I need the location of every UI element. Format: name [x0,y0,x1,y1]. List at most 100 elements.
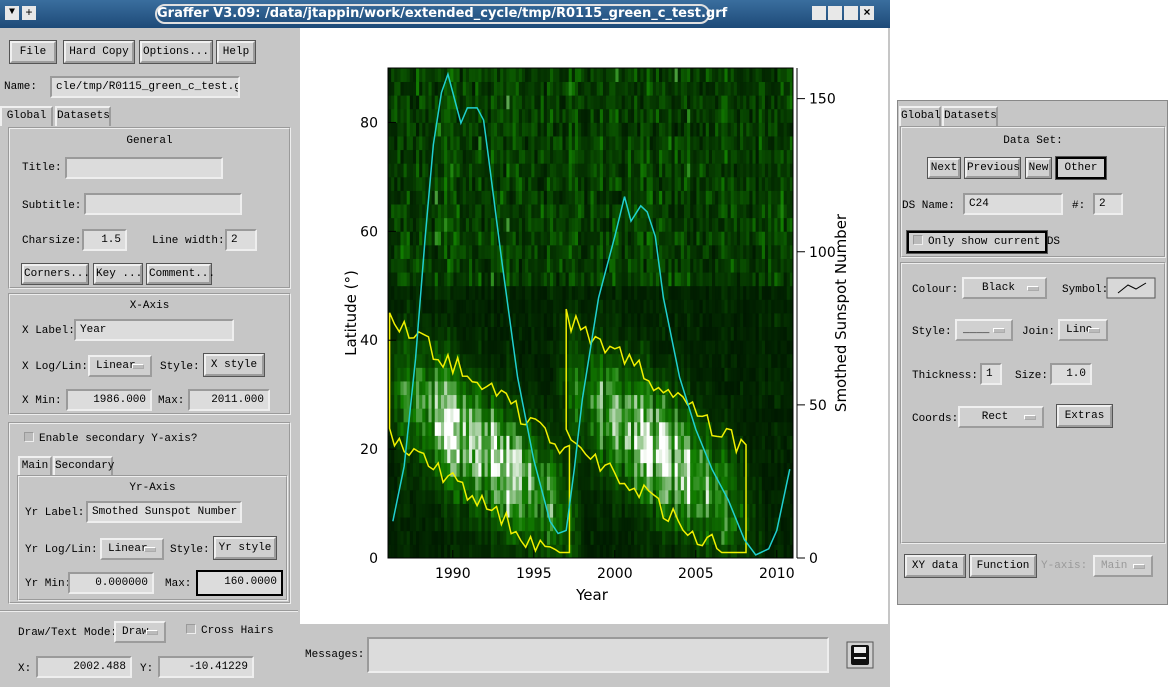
heatmap-cell [512,68,517,83]
heatmap-cell [497,503,501,518]
tab[interactable]: Secondary [53,456,114,476]
heatmap-cell [456,489,461,504]
heatmap-cell [646,489,651,504]
heatmap-cell [730,108,735,123]
heatmap-cell [487,176,492,191]
text-field[interactable]: Smothed Sunspot Number [86,501,242,523]
save-icon[interactable] [846,641,874,669]
text-field[interactable]: 2 [225,229,257,251]
symbol-button[interactable] [1106,277,1156,299]
text-field[interactable] [65,157,223,179]
text-field[interactable]: -10.41229 [158,656,254,678]
heatmap-cell [621,435,626,450]
heatmap-cell [425,272,429,287]
heatmap-cell [599,122,604,137]
button[interactable]: Yr style [214,537,276,559]
heatmap-cell [584,122,588,137]
text-field[interactable] [84,193,242,215]
tab[interactable]: Global [0,106,53,126]
heatmap-cell [702,204,707,219]
message-box[interactable] [367,637,829,673]
button[interactable]: Corners... [22,264,90,284]
button[interactable]: Key ... [94,264,142,284]
text-field[interactable]: 1986.000 [66,389,152,411]
heatmap-cell [634,435,638,450]
dropdown[interactable]: Linear [100,538,164,560]
heatmap-cell [531,462,535,477]
text-field[interactable]: 1 [980,363,1002,385]
button[interactable]: Next [928,158,960,178]
text-field[interactable]: 2002.488 [36,656,132,678]
heatmap-cell [727,108,732,123]
heatmap-cell [397,204,401,219]
menu-button[interactable]: Help [217,41,255,63]
tab[interactable]: Global [899,106,941,126]
text-field[interactable]: 2011.000 [188,389,270,411]
heatmap-cell [780,381,785,396]
menu-button[interactable]: Hard Copy [64,41,134,63]
heatmap-cell [406,190,411,205]
dropdown[interactable]: Linear [88,355,152,377]
close-button[interactable]: × [860,6,874,20]
tab[interactable]: Datasets [942,106,998,126]
minimize-button[interactable] [828,6,842,20]
heatmap-cell [596,108,601,123]
heatmap-cell [475,381,479,396]
button[interactable]: Comment... [147,264,215,284]
text-field[interactable]: cle/tmp/R0115_green_c_test.grf [50,76,240,98]
text-field[interactable]: 0.000000 [68,572,154,594]
heatmap-cell [403,381,408,396]
checkbox[interactable]: Cross Hairs [186,624,274,638]
heatmap-cell [649,476,654,491]
heatmap-cell [553,68,557,83]
window-menu-icon[interactable]: ▼ [5,6,19,20]
button[interactable]: Previous [965,158,1020,178]
dropdown[interactable]: ____ [955,319,1013,341]
dropdown[interactable]: Rect [958,406,1044,428]
heatmap-cell [565,326,570,341]
checkbox[interactable]: Enable secondary Y-axis? [24,432,197,446]
heatmap-cell [774,421,778,436]
dropdown[interactable]: Draw [114,621,166,643]
text-field[interactable]: 2 [1093,193,1123,215]
heatmap-cell [553,81,557,96]
heatmap-cell [571,313,576,328]
button[interactable]: Function [970,555,1036,577]
button[interactable]: X style [204,354,264,376]
heatmap-cell [447,476,451,491]
heatmap-cell [506,231,510,246]
heatmap-cell [578,462,582,477]
button[interactable]: Other [1056,157,1106,179]
text-field[interactable]: 160.0000 [196,570,283,596]
heatmap-cell [447,136,451,151]
heatmap-cell [624,530,629,545]
heatmap-cell [746,231,750,246]
button[interactable]: New [1026,158,1051,178]
tab[interactable]: Datasets [55,106,111,126]
heatmap-cell [450,231,454,246]
button[interactable]: XY data [905,555,965,577]
text-field[interactable]: 1.0 [1050,363,1092,385]
menu-button[interactable]: Options... [140,41,212,63]
heatmap-cell [621,231,626,246]
datasets-window [897,100,1168,605]
text-field[interactable]: C24 [963,193,1063,215]
tab[interactable]: Main [18,456,52,476]
text-field[interactable]: Year [74,319,234,341]
heatmap-cell [699,81,704,96]
heatmap-cell [677,299,682,314]
maximize-button[interactable] [844,6,858,20]
dropdown[interactable]: Line [1058,319,1108,341]
heatmap-cell [456,449,461,464]
text-field[interactable]: 1.5 [82,229,127,251]
window-pin-icon[interactable]: + [22,6,36,20]
heatmap-cell [578,435,582,450]
heatmap-cell [752,163,757,178]
heatmap-cell [618,149,623,164]
shade-button[interactable] [812,6,826,20]
toggle-button[interactable]: Only show current DS [907,231,1060,253]
dropdown[interactable]: Black [962,277,1047,299]
menu-button[interactable]: File [10,41,56,63]
button[interactable]: Extras [1057,405,1112,427]
heatmap-cell [768,340,772,355]
